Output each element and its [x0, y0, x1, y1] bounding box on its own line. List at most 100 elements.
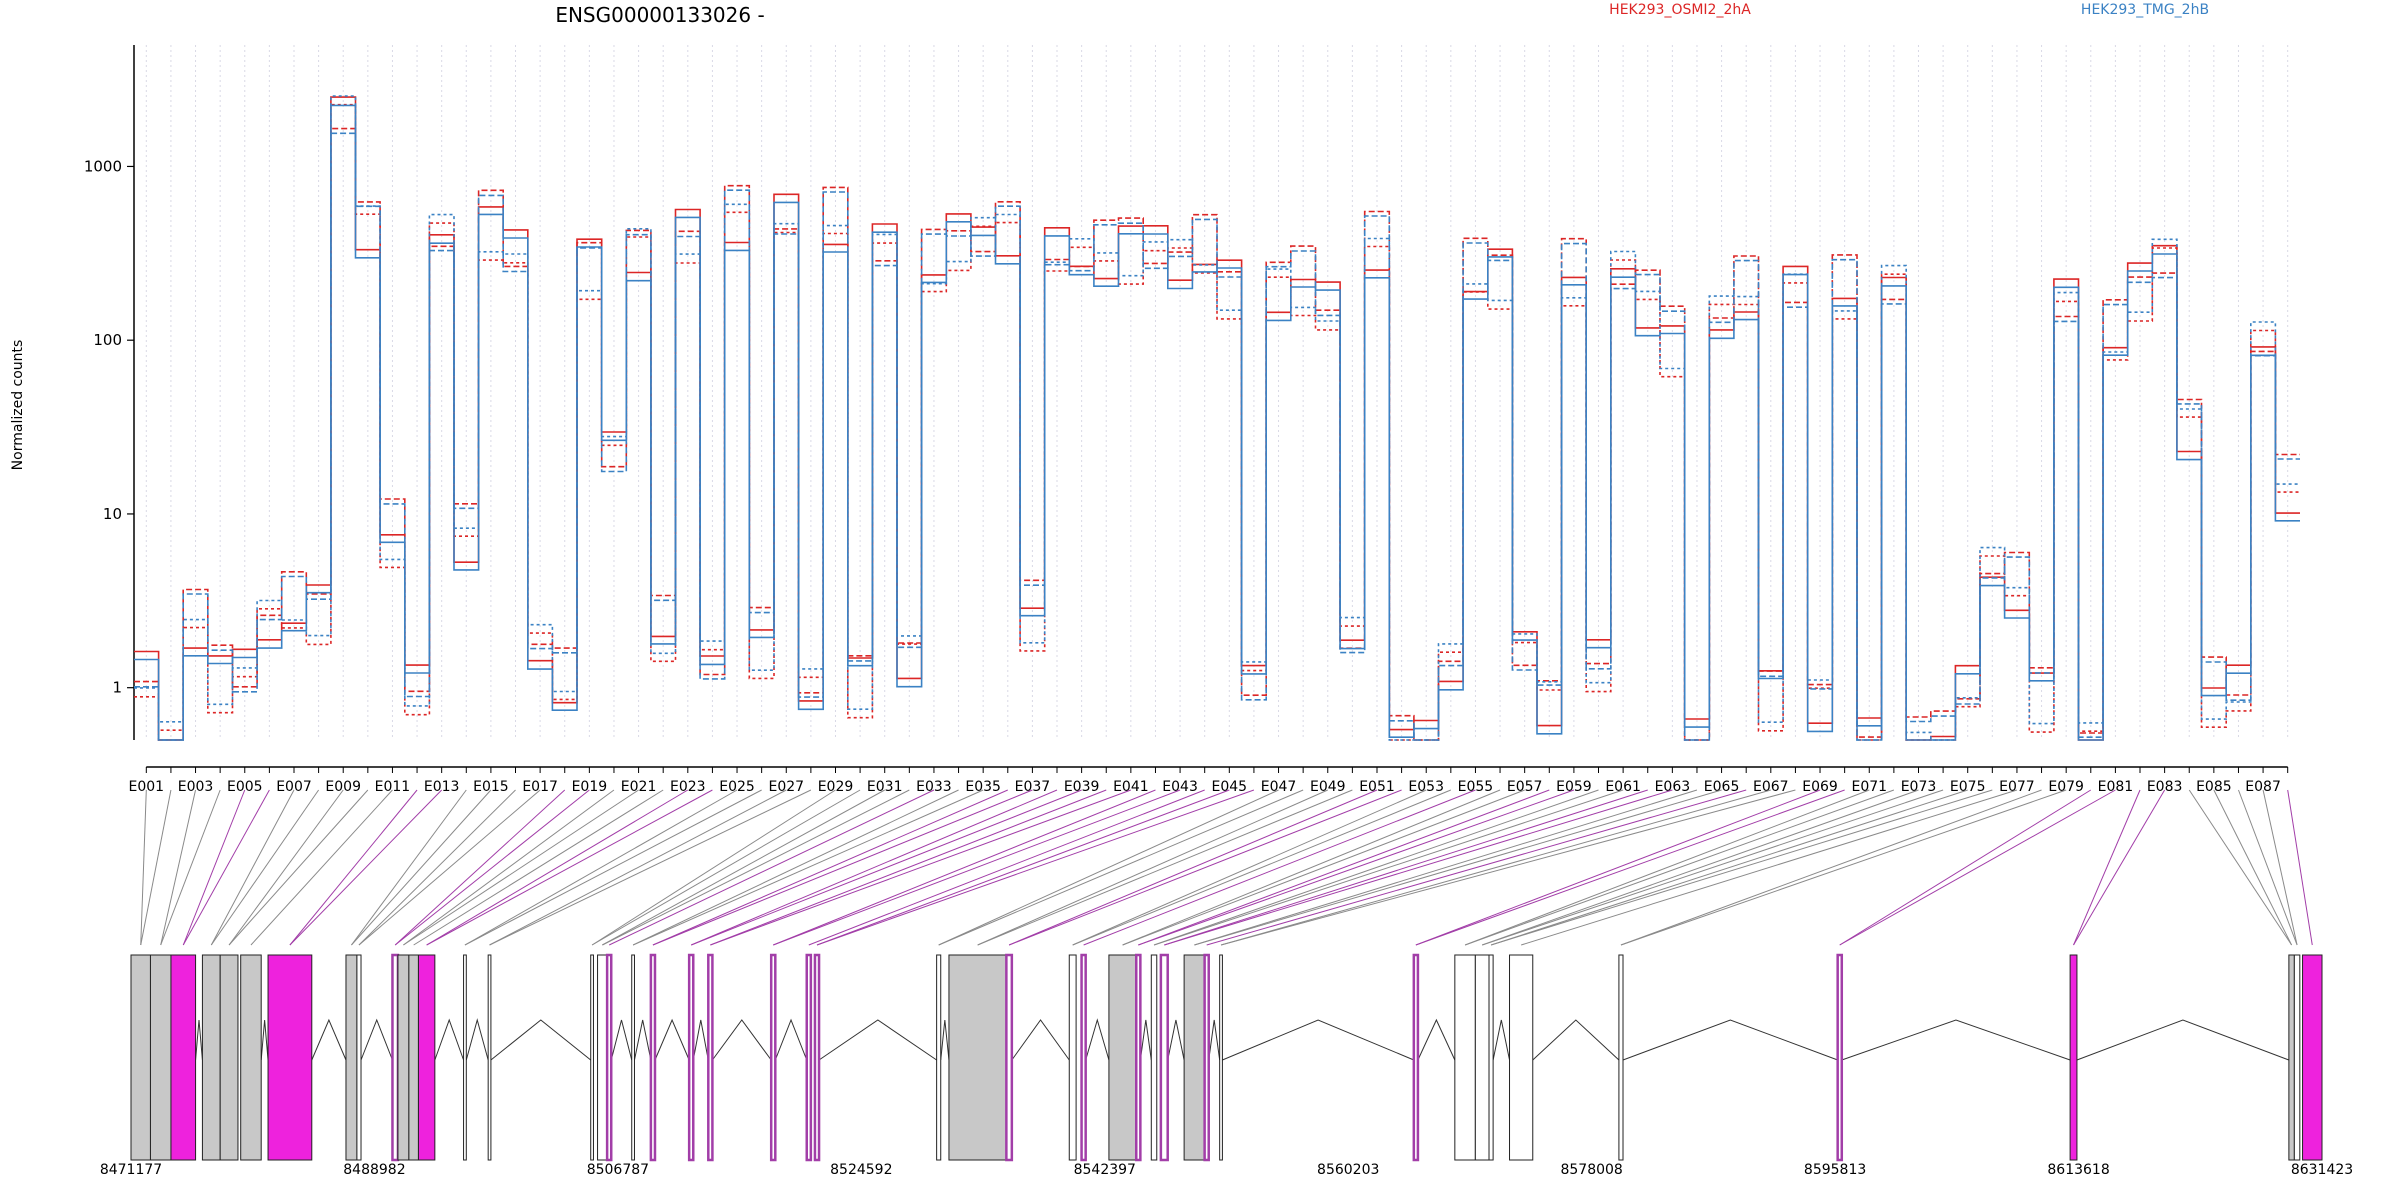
x-tick-label: E059 — [1556, 779, 1592, 795]
exon-block — [219, 954, 239, 1161]
x-tick-label: E075 — [1950, 779, 1986, 795]
exon-connector — [489, 789, 812, 946]
intron-line — [434, 1018, 465, 1061]
x-tick-label: E035 — [965, 779, 1001, 795]
genomic-axis: 8471177 8488982 8506787 8524592 8542397 85602… — [100, 1162, 2353, 1178]
exon-connector — [2073, 789, 2166, 946]
x-tick-label: E073 — [1901, 779, 1937, 795]
intron-line — [654, 1018, 690, 1061]
legend-tmg: HEK293_TMG_2hB — [2081, 2, 2209, 18]
exon-connector — [289, 789, 418, 946]
exon-block — [1068, 954, 1077, 1161]
exon-connector — [1220, 789, 1796, 946]
exon-block — [1005, 953, 1014, 1162]
exon-connector — [489, 789, 787, 946]
exon-connector — [358, 789, 516, 946]
exon-connector — [652, 789, 1008, 946]
exon-connector — [358, 789, 541, 946]
exon-connector — [608, 789, 935, 946]
exon-connector — [210, 789, 320, 946]
x-tick-label: E045 — [1212, 779, 1248, 795]
x-tick-label: E009 — [325, 779, 361, 795]
series-line — [134, 132, 2300, 741]
intron-line — [260, 1019, 269, 1061]
exon-block — [707, 953, 714, 1162]
exon-connector — [691, 789, 1082, 946]
exon-connector — [1153, 789, 1624, 946]
y-axis: 1 10 100 1000 — [84, 45, 135, 740]
exon-block — [1219, 954, 1223, 1161]
exon-connector — [394, 789, 566, 946]
exon-connector — [2237, 789, 2298, 946]
exon-block — [487, 954, 492, 1161]
exon-block — [2288, 954, 2295, 1161]
exon-connector — [426, 789, 689, 946]
exon-connector — [710, 789, 1132, 946]
exon-connector — [816, 789, 1255, 946]
exon-connector — [591, 789, 861, 946]
x-tick-label: E023 — [670, 779, 706, 795]
exon-connector — [1839, 789, 2092, 946]
intron-line — [610, 1019, 633, 1061]
gene-model — [130, 953, 2323, 1162]
exon-block — [948, 954, 1007, 1161]
exon-connector — [464, 789, 738, 946]
x-tick-label: E029 — [818, 779, 854, 795]
exon-connector — [1008, 789, 1402, 946]
exon-connector — [413, 789, 664, 946]
x-tick-label: E021 — [621, 779, 657, 795]
exon-block — [649, 953, 657, 1162]
exon-connector — [1206, 789, 1747, 946]
x-tick-label: E039 — [1064, 779, 1100, 795]
x-tick-label: E057 — [1507, 779, 1543, 795]
exon-block — [631, 954, 635, 1161]
x-tick-label: E063 — [1655, 779, 1691, 795]
genomic-coordinate-label: 8631423 — [2291, 1162, 2353, 1178]
x-tick-label: E047 — [1261, 779, 1297, 795]
exon-connector — [632, 789, 959, 946]
exon-block — [1150, 954, 1158, 1161]
x-tick-label: E031 — [867, 779, 903, 795]
intron-line — [1622, 1019, 1838, 1061]
exon-block — [1618, 954, 1624, 1161]
x-tick-label: E003 — [178, 779, 214, 795]
exon-connector — [289, 789, 443, 946]
x-tick-label: E001 — [129, 779, 165, 795]
x-tick-label: E069 — [1802, 779, 1838, 795]
exon-connector — [602, 789, 910, 946]
y-tick-label: 10 — [103, 505, 122, 523]
x-tick-label: E067 — [1753, 779, 1789, 795]
exon-connector — [773, 789, 1156, 946]
x-tick-label: E037 — [1015, 779, 1051, 795]
exon-connector — [351, 789, 467, 946]
exon-block — [149, 954, 172, 1161]
exon-connector — [591, 789, 836, 946]
x-tick-label: E083 — [2147, 779, 2183, 795]
exon-connector — [182, 789, 246, 946]
exon-block — [597, 954, 608, 1161]
intron-line — [1222, 1019, 1415, 1061]
exon-connector — [1839, 789, 2116, 946]
exon-connector — [652, 789, 1033, 946]
exon-connector — [140, 789, 172, 946]
exon-connector — [1153, 789, 1599, 946]
exon-block — [356, 954, 362, 1161]
genomic-coordinate-label: 8524592 — [830, 1162, 892, 1178]
exon-connector — [1194, 789, 1722, 946]
exon-connector — [1138, 789, 1550, 946]
exon-connectors — [140, 789, 2313, 946]
exon-block — [397, 954, 410, 1161]
x-tick-label: E065 — [1704, 779, 1740, 795]
exon-connector — [160, 789, 221, 946]
legend-osmi: HEK293_OSMI2_2hA — [1609, 2, 1751, 18]
exon-block — [391, 953, 400, 1162]
intron-line — [1085, 1018, 1110, 1061]
exon-block — [463, 954, 467, 1161]
exon-block — [267, 954, 313, 1161]
x-tick-label: E061 — [1605, 779, 1641, 795]
exon-connector — [2287, 789, 2313, 946]
exon-block — [240, 954, 262, 1161]
exon-connector — [1164, 789, 1648, 946]
exon-connector — [938, 789, 1279, 946]
exon-connector — [1072, 789, 1427, 946]
